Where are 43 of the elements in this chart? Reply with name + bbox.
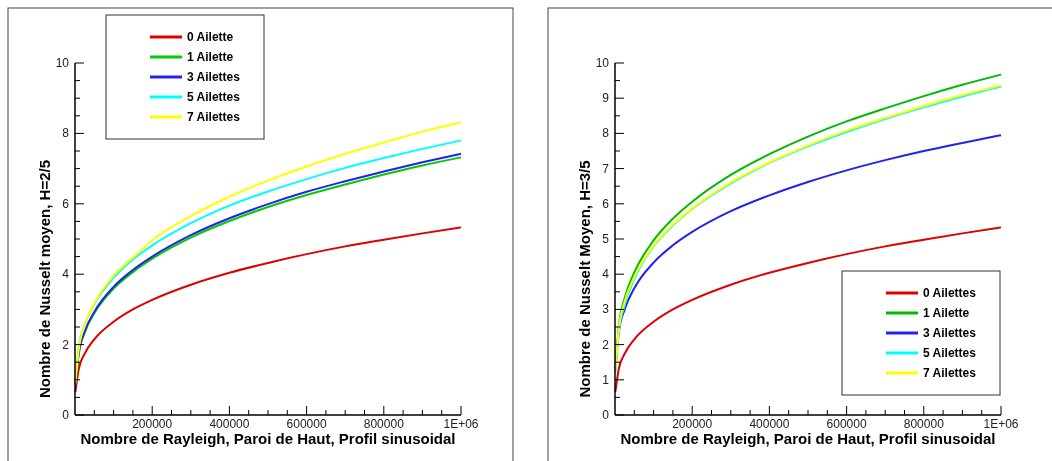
y-tick-label: 6 <box>602 196 610 211</box>
legend-label: 5 Ailettes <box>187 90 241 104</box>
line-series <box>74 226 462 393</box>
x-tick-label: 800000 <box>903 417 945 431</box>
legend-label: 3 Ailettes <box>187 70 241 84</box>
y-tick-label: 8 <box>602 126 610 141</box>
legend-label: 3 Ailettes <box>923 326 977 340</box>
x-tick-label: 200000 <box>132 417 173 431</box>
x-tick-label: 600000 <box>286 417 327 431</box>
y-tick-label: 2 <box>62 337 70 352</box>
legend-label: 0 Ailette <box>187 30 234 44</box>
x-tick-label: 1E+06 <box>983 417 1019 431</box>
y-axis-title: Nombre de Nusselt moyen, H=2/5 <box>36 160 53 398</box>
line-series <box>614 226 1002 393</box>
y-axis-title: Nombre de Nusselt Moyen, H=3/5 <box>576 160 593 398</box>
y-tick-label: 2 <box>602 337 610 352</box>
x-tick-label: 600000 <box>826 417 867 431</box>
x-tick-label: 1E+06 <box>443 417 479 431</box>
x-tick-label: 400000 <box>209 417 250 431</box>
legend-label: 0 Ailettes <box>923 286 977 300</box>
x-tick-label: 400000 <box>749 417 790 431</box>
x-axis-title: Nombre de Rayleigh, Paroi de Haut, Profil sinusoidal <box>620 430 996 447</box>
legend-label: 1 Ailette <box>187 50 234 64</box>
x-tick-label: 800000 <box>363 417 405 431</box>
y-tick-label: 9 <box>602 91 610 106</box>
legend-label: 7 Ailettes <box>187 110 241 124</box>
y-tick-label: 4 <box>602 267 610 282</box>
y-tick-label: 0 <box>602 408 610 422</box>
y-tick-label: 0 <box>62 408 70 422</box>
legend-label: 7 Ailettes <box>923 366 977 380</box>
x-axis-title: Nombre de Rayleigh, Paroi de Haut, Profil sinusoidal <box>80 430 456 447</box>
y-tick-label: 10 <box>55 56 70 70</box>
x-tick-label: 200000 <box>672 417 713 431</box>
y-tick-label: 10 <box>595 56 610 70</box>
y-tick-label: 1 <box>602 372 610 387</box>
legend-label: 5 Ailettes <box>923 346 977 360</box>
y-tick-label: 6 <box>62 196 70 211</box>
y-tick-label: 7 <box>602 161 610 176</box>
legend-label: 1 Ailette <box>923 306 970 320</box>
y-tick-label: 5 <box>602 232 610 246</box>
y-tick-label: 3 <box>602 302 610 317</box>
y-tick-label: 4 <box>62 267 70 282</box>
y-tick-label: 8 <box>62 126 70 141</box>
